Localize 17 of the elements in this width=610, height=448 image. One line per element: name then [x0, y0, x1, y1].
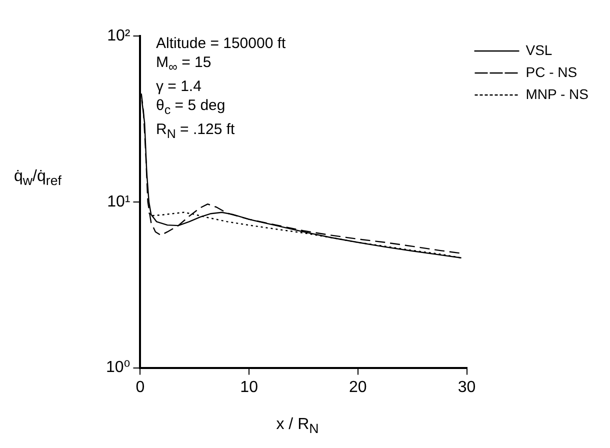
- x-tick-label: 30: [458, 378, 476, 396]
- y-axis-title: q̇$_{w}$/q̇$_{ref}$: [14, 168, 62, 188]
- annotation: R$_{N}$ = .125 ft: [156, 120, 236, 143]
- x-tick-label: 10: [240, 378, 258, 396]
- y-tick-label: 10⁰: [106, 359, 130, 376]
- x-tick-label: 20: [349, 378, 367, 396]
- annotation: γ = 1.4: [156, 77, 202, 96]
- x-tick-label: 0: [136, 378, 145, 396]
- legend-label: VSL: [526, 42, 552, 58]
- legend-label: PC - NS: [526, 64, 578, 80]
- annotation: M$_{∞}$ = 15: [156, 53, 212, 76]
- annotation: Altitude = 150000 ft: [156, 34, 286, 53]
- y-tick-label: 10²: [107, 27, 131, 44]
- annotation: θ$_{c}$ = 5 deg: [156, 96, 226, 119]
- legend-label: MNP - NS: [526, 86, 588, 102]
- y-tick-label: 10¹: [107, 193, 130, 210]
- x-axis-title: x / R$_{N}$: [275, 416, 320, 436]
